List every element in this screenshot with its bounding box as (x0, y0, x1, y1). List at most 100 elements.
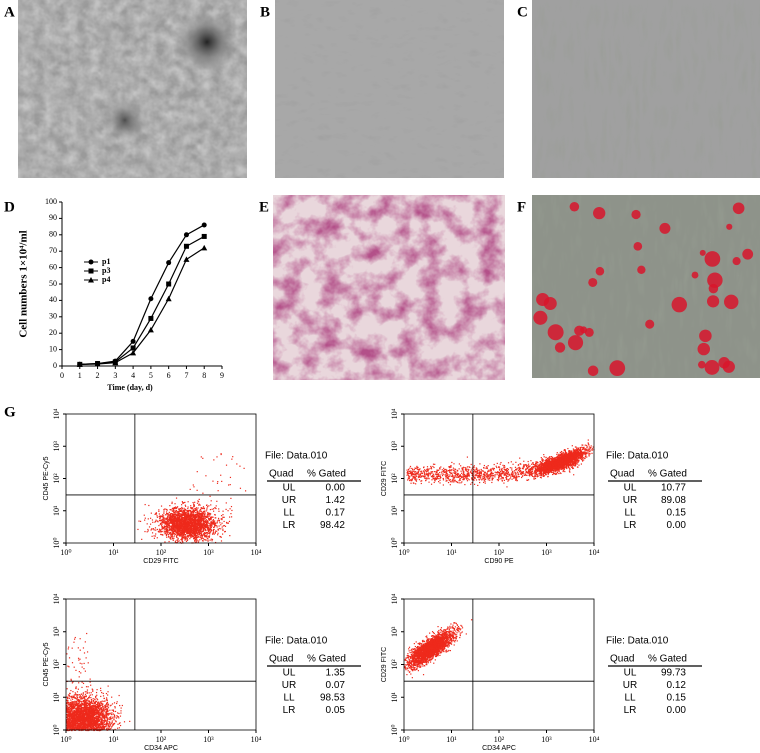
event-dot (170, 535, 172, 537)
event-dot (434, 477, 436, 479)
quad-name: UL (283, 483, 296, 494)
event-dot (522, 467, 524, 469)
event-dot (183, 512, 185, 514)
event-dot (177, 538, 179, 540)
event-dot (178, 527, 180, 529)
series-line (79, 247, 205, 365)
event-dot (206, 522, 208, 524)
event-dot (445, 470, 447, 473)
event-dot (205, 536, 208, 538)
event-dot (164, 520, 166, 522)
event-dot (183, 537, 185, 539)
event-dot (503, 466, 505, 468)
event-dot (178, 534, 181, 536)
event-dot (416, 466, 418, 469)
event-dot (158, 528, 161, 530)
event-dot (179, 534, 181, 536)
event-dot (200, 517, 202, 519)
event-dot (177, 527, 179, 529)
event-dot (484, 482, 486, 484)
event-dot (425, 479, 427, 481)
event-dot (500, 478, 502, 480)
event-dot (183, 514, 186, 516)
event-dot (467, 478, 469, 480)
event-dot (199, 530, 201, 533)
event-dot (202, 526, 204, 528)
event-dot (203, 513, 205, 515)
event-dot (459, 474, 461, 476)
event-dot (158, 510, 160, 512)
event-dot (482, 477, 484, 480)
event-dot (206, 524, 209, 526)
event-dot (195, 532, 198, 534)
event-dot (213, 526, 216, 528)
event-dot (169, 526, 171, 528)
event-dot (185, 527, 187, 529)
event-dot (514, 472, 516, 474)
gated-percent: 1.42 (326, 495, 346, 506)
event-dot (437, 475, 439, 477)
event-dot (182, 534, 184, 536)
event-dot (210, 525, 212, 528)
event-dot (178, 520, 181, 522)
event-dot (566, 466, 568, 468)
event-dot (569, 467, 571, 469)
event-dot (436, 478, 438, 480)
event-dot (189, 529, 191, 531)
event-dot (166, 513, 168, 515)
event-dot (196, 525, 198, 527)
event-dot (193, 486, 195, 488)
event-dot (168, 540, 170, 543)
event-dot (451, 472, 453, 475)
event-dot (185, 516, 187, 518)
event-dot (520, 471, 522, 473)
event-dot (179, 519, 181, 521)
event-dot (411, 467, 413, 470)
event-dot (582, 460, 584, 462)
event-dot (491, 478, 493, 480)
event-dot (486, 474, 488, 476)
event-dot (470, 470, 472, 472)
event-dot (492, 477, 494, 479)
event-dot (473, 479, 475, 481)
event-dot (190, 533, 192, 535)
event-dot (429, 474, 431, 476)
event-dot (200, 521, 202, 523)
event-dot (583, 459, 585, 461)
event-dot (189, 519, 191, 521)
event-dot (458, 482, 460, 484)
event-dot (420, 482, 422, 485)
event-dot (475, 479, 478, 481)
event-dot (186, 526, 188, 528)
event-dot (205, 539, 207, 541)
event-dot (185, 534, 187, 536)
event-dot (499, 468, 501, 470)
event-dot (575, 459, 577, 461)
event-dot (181, 516, 183, 518)
event-dot (476, 475, 478, 477)
y-tick-label: 10 (49, 344, 57, 353)
event-dot (573, 474, 575, 476)
event-dot (210, 513, 212, 515)
event-dot (439, 471, 441, 474)
event-dot (543, 454, 545, 456)
event-dot (170, 521, 173, 523)
event-dot (175, 525, 177, 527)
event-dot (195, 522, 197, 524)
event-dot (413, 475, 415, 478)
event-dot (185, 519, 187, 521)
event-dot (444, 469, 446, 471)
event-dot (216, 525, 218, 527)
event-dot (445, 476, 447, 478)
event-dot (195, 517, 197, 519)
event-dot (430, 466, 432, 468)
event-dot (165, 512, 168, 515)
event-dot (451, 474, 453, 476)
event-dot (195, 541, 197, 543)
event-dot (191, 535, 193, 537)
event-dot (160, 531, 162, 533)
event-dot (173, 520, 175, 522)
event-dot (182, 517, 184, 519)
event-dot (194, 532, 196, 535)
event-dot (188, 523, 191, 525)
